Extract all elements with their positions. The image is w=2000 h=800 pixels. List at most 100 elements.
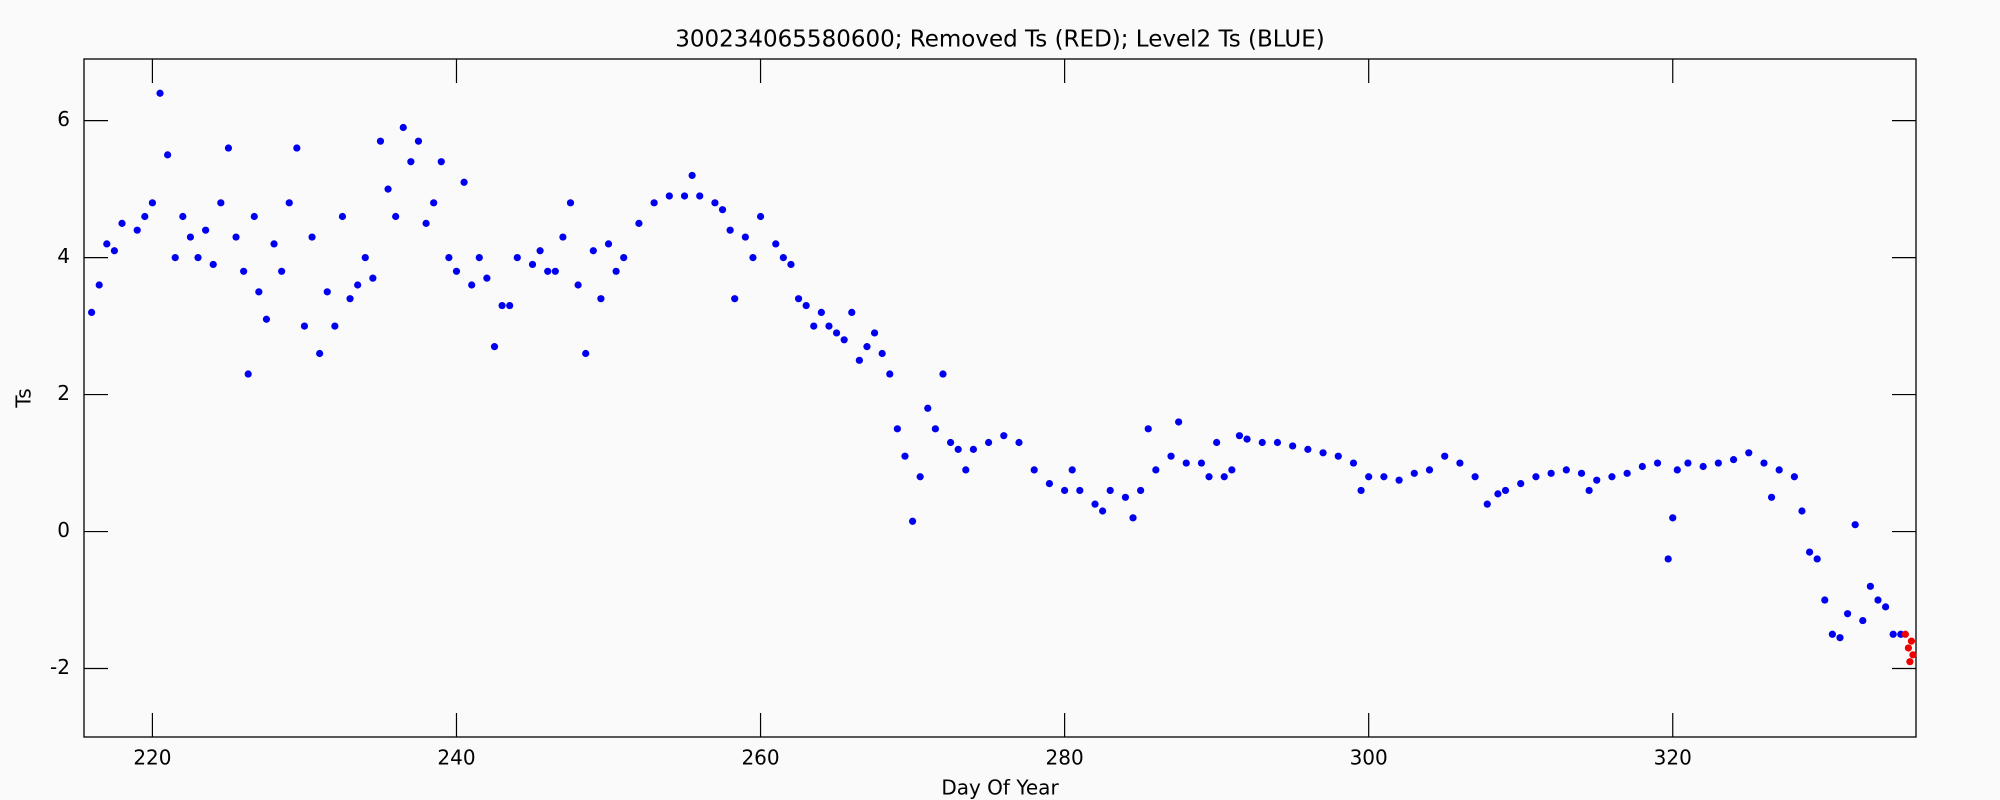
point	[186, 233, 195, 241]
point	[1562, 466, 1570, 474]
point	[1699, 462, 1707, 471]
point	[589, 247, 597, 255]
point	[1167, 452, 1175, 460]
point	[1091, 500, 1099, 508]
y-tick-label: 0	[57, 518, 70, 542]
point	[452, 267, 461, 275]
point	[414, 137, 423, 145]
point	[969, 445, 977, 453]
chart-title: 300234065580600; Removed Ts (RED); Level…	[675, 27, 1325, 53]
point	[240, 267, 248, 275]
point	[384, 185, 392, 193]
point	[1664, 555, 1672, 563]
x-tick-label: 320	[1654, 746, 1692, 770]
point	[338, 212, 347, 221]
point	[1395, 476, 1403, 484]
point	[620, 254, 628, 262]
point	[870, 329, 879, 337]
point	[1889, 630, 1897, 638]
point	[392, 212, 400, 221]
point	[1334, 452, 1342, 460]
point	[802, 301, 810, 310]
point	[1289, 442, 1297, 450]
point	[1843, 610, 1852, 618]
point	[893, 425, 901, 433]
point	[1909, 651, 1917, 659]
point	[1015, 438, 1023, 447]
point	[787, 260, 795, 269]
point	[688, 171, 696, 180]
point	[1907, 637, 1916, 645]
point	[1906, 658, 1914, 666]
point	[1144, 425, 1152, 433]
point	[1425, 466, 1434, 474]
point	[840, 336, 848, 344]
x-tick-label: 300	[1350, 746, 1388, 770]
point	[285, 199, 293, 207]
plot-frame	[83, 58, 1917, 738]
point	[179, 212, 187, 221]
y-axis-label: Ts	[12, 388, 36, 408]
point	[407, 158, 415, 166]
point	[931, 425, 939, 433]
point	[1904, 644, 1912, 652]
point	[536, 247, 544, 255]
point	[255, 288, 263, 296]
point	[1273, 438, 1282, 447]
point	[817, 308, 825, 316]
point	[1243, 435, 1251, 443]
point	[278, 267, 286, 275]
point	[1745, 449, 1753, 457]
point	[916, 473, 924, 481]
point	[901, 452, 909, 460]
point	[604, 240, 613, 248]
point	[1901, 630, 1909, 638]
point	[1623, 469, 1631, 477]
point	[1494, 490, 1502, 498]
point	[612, 267, 620, 275]
point	[460, 178, 468, 186]
point	[95, 281, 103, 289]
point	[1099, 507, 1107, 515]
point	[597, 295, 605, 303]
point	[1456, 459, 1464, 467]
point	[1532, 473, 1540, 481]
point	[209, 260, 217, 269]
point	[103, 240, 111, 248]
point	[566, 199, 575, 207]
point	[1410, 469, 1418, 477]
y-tick-label: 6	[57, 107, 70, 131]
point	[1767, 493, 1776, 501]
point	[148, 199, 157, 207]
y-tick-label: 4	[57, 244, 70, 268]
point	[141, 212, 149, 221]
point	[1106, 486, 1114, 495]
point	[1365, 473, 1373, 481]
y-tick-label: -2	[50, 655, 70, 679]
point	[1775, 466, 1783, 474]
point	[118, 219, 126, 227]
point	[1441, 452, 1449, 460]
point	[1881, 603, 1890, 611]
point	[1608, 473, 1616, 481]
point	[498, 301, 506, 310]
point	[1577, 469, 1586, 477]
point	[250, 212, 258, 221]
point	[1137, 486, 1145, 495]
point	[832, 329, 841, 337]
point	[711, 199, 719, 207]
point	[939, 370, 947, 378]
point	[1790, 473, 1798, 481]
point	[1121, 493, 1130, 501]
point	[665, 192, 673, 200]
point	[794, 295, 803, 303]
point	[1593, 476, 1601, 484]
point	[164, 151, 172, 159]
point	[1836, 634, 1844, 642]
point	[217, 199, 225, 207]
point	[1045, 480, 1054, 488]
point	[1874, 596, 1882, 604]
point	[1653, 459, 1662, 467]
